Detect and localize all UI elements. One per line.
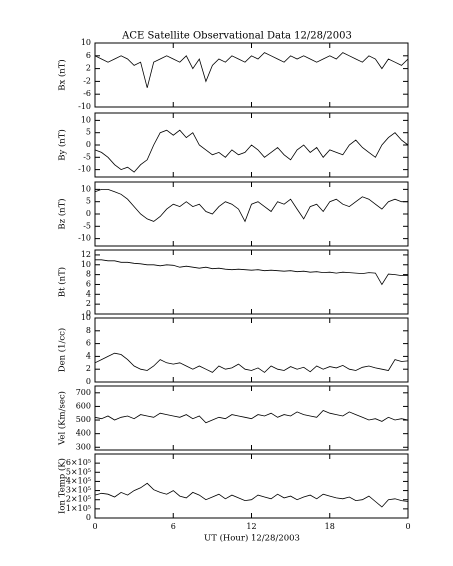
panel-frame — [94, 317, 409, 383]
data-line — [94, 410, 409, 424]
y-tick-label: 10 — [81, 184, 91, 193]
data-line — [94, 482, 409, 508]
panel-frame — [94, 181, 409, 247]
y-tick-label: 10 — [81, 115, 91, 124]
panel-frame — [94, 385, 409, 451]
y-axis-label: Bt (nT) — [57, 267, 68, 297]
y-tick-label: 300 — [76, 442, 91, 451]
x-tick-label: 0 — [405, 522, 410, 531]
panel-frame — [94, 453, 409, 519]
y-tick-label: 10 — [81, 38, 91, 47]
panel-frame — [94, 249, 409, 315]
y-tick-label: -6 — [83, 89, 91, 98]
y-tick-label: -10 — [78, 102, 91, 111]
y-tick-label: 0 — [86, 140, 91, 149]
y-axis-label: Den (1/cc) — [57, 328, 68, 372]
y-tick-label: 0 — [86, 377, 91, 386]
y-tick-label: 5 — [86, 128, 91, 137]
y-tick-label: -10 — [78, 165, 91, 174]
y-tick-label: 10 — [81, 313, 91, 322]
x-tick-label: 0 — [92, 522, 97, 531]
y-axis-label: Bx (nT) — [57, 59, 68, 91]
chart-title: ACE Satellite Observational Data 12/28/2… — [121, 31, 352, 42]
x-axis-label: UT (Hour) 12/28/2003 — [204, 533, 300, 544]
x-tick-label: 6 — [171, 522, 176, 531]
y-tick-label: 8 — [86, 270, 91, 279]
y-tick-label: 2 — [86, 64, 91, 73]
y-tick-label: 0 — [86, 513, 91, 522]
y-tick-label: 10 — [81, 260, 91, 269]
y-tick-label: 4 — [86, 289, 91, 298]
y-tick-label: 6 — [86, 339, 91, 348]
y-tick-label: 5×10⁵ — [66, 467, 91, 476]
y-tick-label: 0 — [86, 309, 91, 318]
panel-frame — [94, 42, 409, 108]
y-tick-label: 400 — [76, 429, 91, 438]
x-tick-label: 12 — [246, 522, 256, 531]
y-tick-label: 700 — [76, 388, 91, 397]
y-axis-label: Ion Temp (K) — [57, 458, 68, 514]
y-tick-label: 5 — [86, 197, 91, 206]
data-line — [94, 52, 409, 88]
y-tick-label: -5 — [83, 221, 91, 230]
y-tick-label: -5 — [83, 152, 91, 161]
y-tick-label: 2 — [86, 364, 91, 373]
y-axis-label: Vel (Km/sec) — [57, 391, 68, 446]
y-axis-label: Bz (nT) — [57, 198, 68, 229]
y-tick-label: -10 — [78, 234, 91, 243]
data-line — [94, 352, 409, 373]
y-tick-label: 2×10⁵ — [66, 495, 91, 504]
y-tick-label: 600 — [76, 401, 91, 410]
y-tick-label: 1×10⁵ — [66, 504, 91, 513]
data-line — [95, 259, 408, 286]
y-tick-label: -2 — [83, 76, 91, 85]
y-axis-label: By (nT) — [57, 129, 68, 161]
y-tick-label: 2 — [86, 299, 91, 308]
data-line — [94, 129, 409, 173]
y-tick-label: 6 — [86, 51, 91, 60]
y-tick-label: 12 — [81, 250, 91, 259]
y-tick-label: 6 — [86, 279, 91, 288]
y-tick-label: 500 — [76, 415, 91, 424]
y-tick-label: 6×10⁵ — [66, 458, 91, 467]
x-tick-label: 18 — [325, 522, 335, 531]
data-line — [94, 189, 408, 223]
y-tick-label: 3×10⁵ — [66, 486, 91, 495]
y-tick-label: 4×10⁵ — [66, 476, 91, 485]
y-tick-label: 4 — [86, 351, 91, 360]
y-tick-label: 0 — [86, 209, 91, 218]
y-tick-label: 8 — [86, 326, 91, 335]
